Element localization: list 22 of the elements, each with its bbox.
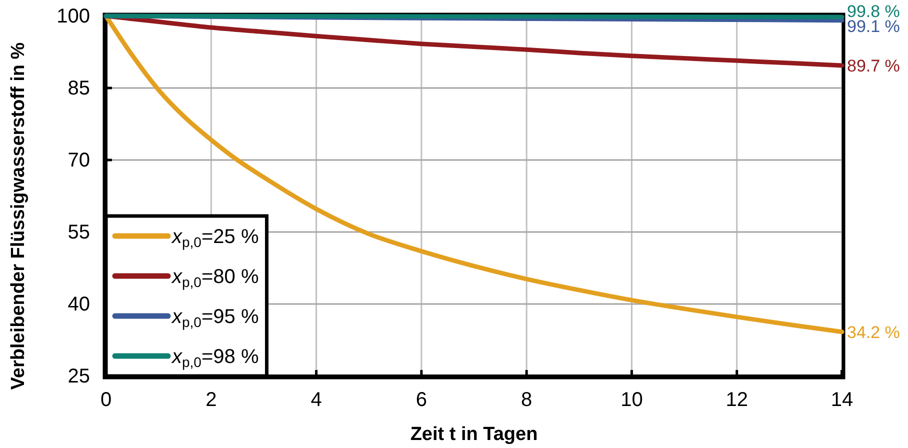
legend-label: x$_{p,0}$=95 % [171,306,259,330]
x-tick-label: 12 [726,389,748,412]
x-tick-label: 8 [521,389,532,412]
y-axis-title: Verbleibender Flüssigwasserstoff in % [8,42,29,390]
y-tick-label: 70 [68,149,90,172]
legend-label: x$_{p,0}$=80 % [171,266,259,290]
x-tick-label: 0 [100,389,112,412]
x-tick-label: 2 [206,389,217,412]
y-tick-label: 85 [68,77,90,100]
legend-label: x$_{p,0}$=98 % [171,346,259,370]
x-tick-label: 10 [620,389,643,412]
x-axis-title: Zeit t in Tagen [410,424,538,445]
data-label: 34.2 % [847,322,900,342]
x-tick-label: 14 [830,389,854,412]
x-tick-label: 4 [310,389,322,412]
y-tick-label: 100 [56,5,90,28]
y-tick-label: 40 [68,293,90,316]
y-tick-label: 25 [68,365,90,388]
legend-label: x$_{p,0}$=25 % [171,226,259,250]
data-label: 89.7 % [847,56,900,76]
y-tick-label: 55 [68,221,90,244]
x-tick-label: 6 [416,389,427,412]
